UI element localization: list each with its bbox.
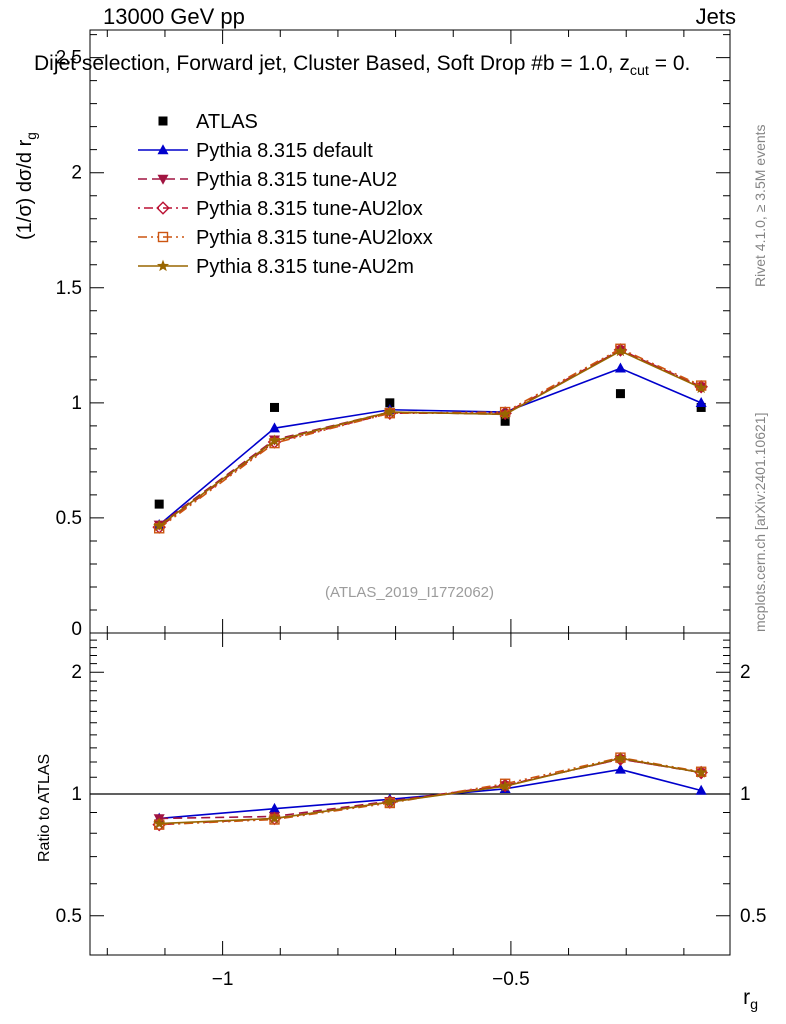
ratio-ytick-label-right: 2 [740,662,751,683]
legend-item-1: Pythia 8.315 default [138,140,373,162]
x-axis-label: rg [743,986,758,1013]
main-ytick-label: 2 [71,163,82,184]
main-ytick-label: 0.5 [56,508,82,529]
legend-item-0: ATLAS [158,111,258,133]
legend-label: Pythia 8.315 tune-AU2loxx [196,227,433,249]
legend-item-3: Pythia 8.315 tune-AU2lox [138,198,423,220]
x-axis-label-text: r [743,986,751,1009]
main-ytick-label: 1 [71,393,82,414]
subtitle-text-post: = 0. [648,52,691,75]
ratio-ytick-label-right: 1 [740,784,751,805]
main-ytick-label: 1.5 [56,278,82,299]
analysis-watermark: (ATLAS_2019_I1772062) [325,584,495,601]
legend-label: ATLAS [196,111,258,133]
selection-subtitle: Dijet selection, Forward jet, Cluster Ba… [34,52,690,79]
ratio-ytick-label-left: 1 [71,784,82,805]
legend-label: Pythia 8.315 tune-AU2 [196,169,397,191]
ratio-ytick-label-left: 2 [71,662,82,683]
tick-labels: 0 0.5 1 1.5 2 2.5 0.5 0.5 1 1 2 2 −1 −0.5 [56,48,767,990]
legend-label: Pythia 8.315 tune-AU2m [196,256,414,278]
legend-label: Pythia 8.315 tune-AU2lox [196,198,423,220]
rivet-version-note: Rivet 4.1.0, ≥ 3.5M events [752,124,768,287]
main-y-axis-label-text: (1/σ) dσ/d r [14,139,36,240]
series-pythia-8-315-tune-au2m [153,344,708,829]
mcplots-note: mcplots.cern.ch [arXiv:2401.10621] [752,412,768,632]
main-ytick-label: 2.5 [56,48,82,69]
legend-item-5: Pythia 8.315 tune-AU2m [138,256,414,278]
main-ytick-label: 0 [71,619,82,640]
subtitle-text-pre: Dijet selection, Forward jet, Cluster Ba… [34,52,630,75]
series-atlas [154,389,706,509]
beam-energy-title: 13000 GeV pp [103,4,245,29]
x-axis-label-subscript: g [750,997,758,1014]
legend: ATLAS Pythia 8.315 default Pythia 8.315 tu… [138,111,433,278]
axes [89,29,731,956]
legend-item-4: Pythia 8.315 tune-AU2loxx [138,227,433,249]
main-y-axis-label: (1/σ) dσ/d rg [14,132,39,240]
process-title: Jets [695,4,736,29]
ratio-ytick-label-left: 0.5 [56,906,82,927]
ratio-y-axis-label: Ratio to ATLAS [36,753,53,862]
ratio-ytick-label-right: 0.5 [740,906,766,927]
xtick-label: −1 [212,969,234,990]
legend-item-2: Pythia 8.315 tune-AU2 [138,169,397,191]
subtitle-subscript: cut [629,63,649,80]
main-y-axis-label-subscript: g [24,132,39,140]
xtick-label: −0.5 [492,969,530,990]
legend-label: Pythia 8.315 default [196,140,373,162]
